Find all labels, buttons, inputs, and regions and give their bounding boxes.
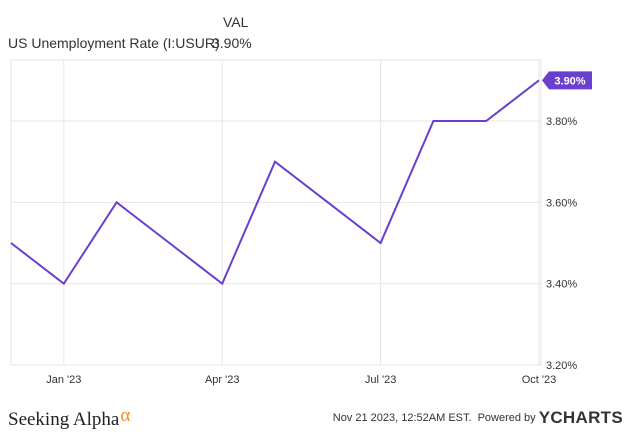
legend-column-header: VAL: [223, 14, 249, 30]
seeking-alpha-logo[interactable]: Seeking Alphaα: [8, 405, 130, 431]
y-tick-label: 3.40%: [546, 279, 577, 291]
series-line: [10, 79, 540, 286]
last-value-label: 3.90%: [554, 75, 585, 87]
legend-series-value: 3.90%: [212, 35, 252, 51]
x-tick-label: Apr '23: [205, 374, 240, 386]
x-tick-label: Oct '23: [522, 374, 557, 386]
powered-by-label: Powered by: [477, 412, 536, 424]
x-tick-label: Jan '23: [46, 374, 81, 386]
legend-series-name[interactable]: US Unemployment Rate (I:USUR): [8, 35, 220, 51]
x-tick-label: Jul '23: [365, 374, 396, 386]
timestamp: Nov 21 2023, 12:52AM EST.: [332, 412, 472, 424]
ycharts-logo[interactable]: YCHARTS: [538, 408, 623, 427]
y-tick-label: 3.80%: [546, 116, 577, 128]
alpha-icon: α: [120, 405, 131, 426]
last-value-tag: 3.90%: [542, 71, 592, 90]
plot-frame: [10, 59, 542, 366]
last-value-badge: [542, 71, 592, 90]
y-tick-label: 3.60%: [546, 197, 577, 209]
y-tick-label: 3.20%: [546, 360, 577, 372]
brand-text: Seeking Alpha: [8, 409, 120, 430]
footer-attribution: Nov 21 2023, 12:52AM EST. Powered by YCHA…: [333, 408, 623, 428]
line-chart: 3.20% 3.40% 3.60% 3.80% Jan '23 Apr '23 Jul '2…: [10, 59, 592, 386]
